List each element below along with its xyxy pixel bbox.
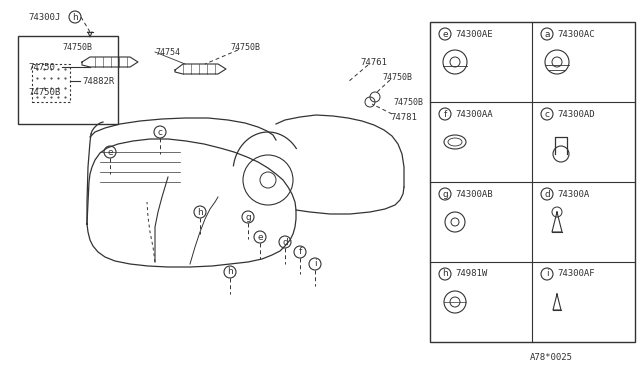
Text: f: f	[444, 109, 447, 119]
Text: 74300AA: 74300AA	[455, 109, 493, 119]
Text: e: e	[442, 29, 448, 38]
Text: 74300AE: 74300AE	[455, 29, 493, 38]
Text: 74750B: 74750B	[393, 97, 423, 106]
Text: g: g	[245, 212, 251, 221]
Text: 74750B: 74750B	[28, 87, 60, 96]
Text: f: f	[298, 247, 301, 257]
Text: 74750: 74750	[28, 62, 55, 71]
Text: h: h	[442, 269, 448, 279]
Text: e: e	[107, 148, 113, 157]
Text: 74300AB: 74300AB	[455, 189, 493, 199]
Text: c: c	[157, 128, 163, 137]
Text: 74750B: 74750B	[382, 73, 412, 81]
Text: g: g	[442, 189, 448, 199]
Text: h: h	[72, 13, 78, 22]
Text: 74300A: 74300A	[557, 189, 589, 199]
Bar	[430, 22, 635, 342]
Text: c: c	[545, 109, 550, 119]
Bar	[32, 64, 70, 102]
Text: 74300J: 74300J	[28, 13, 60, 22]
Text: 74300AC: 74300AC	[557, 29, 595, 38]
Text: 74781: 74781	[390, 112, 417, 122]
Text: 74750B: 74750B	[62, 42, 92, 51]
Text: i: i	[546, 269, 548, 279]
Text: 74750B: 74750B	[230, 42, 260, 51]
Text: 74754: 74754	[155, 48, 180, 57]
Bar	[18, 36, 118, 124]
Text: i: i	[314, 260, 316, 269]
Text: A78*0025: A78*0025	[530, 353, 573, 362]
Text: 74761: 74761	[360, 58, 387, 67]
Text: 74882R: 74882R	[82, 77, 115, 86]
Text: 74300AF: 74300AF	[557, 269, 595, 279]
Text: 74300AD: 74300AD	[557, 109, 595, 119]
Text: a: a	[544, 29, 550, 38]
Text: d: d	[544, 189, 550, 199]
Text: h: h	[197, 208, 203, 217]
Text: 74981W: 74981W	[455, 269, 487, 279]
Text: h: h	[227, 267, 233, 276]
Text: e: e	[257, 232, 263, 241]
Text: d: d	[282, 237, 288, 247]
